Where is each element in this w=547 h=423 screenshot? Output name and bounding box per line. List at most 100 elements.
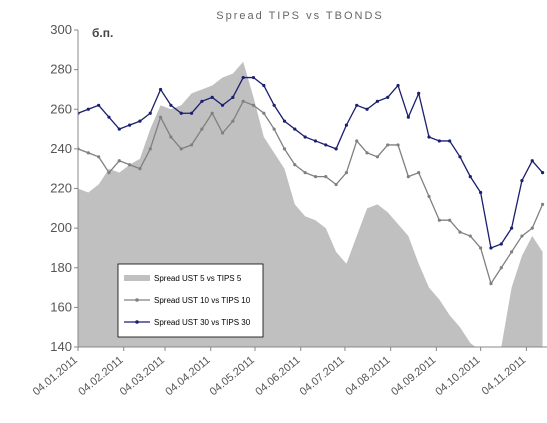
marker [396,83,400,88]
marker [97,103,101,107]
marker [427,194,431,199]
marker [468,234,472,238]
marker [262,83,266,88]
marker [489,282,493,286]
marker [448,218,452,222]
x-tick-label: 04.05.2011 [208,354,257,398]
marker [406,175,410,179]
marker [468,175,472,179]
marker [344,171,349,175]
marker [375,99,379,103]
marker [169,103,173,107]
y-tick-label: 300 [50,22,72,37]
marker [189,111,194,115]
marker [365,151,369,155]
marker [520,178,524,183]
marker [231,95,235,99]
legend-marker [135,298,139,302]
marker [148,147,152,151]
marker [138,167,142,171]
marker [128,123,132,127]
y-tick-label: 220 [50,181,72,196]
marker [313,139,318,143]
marker [355,139,359,143]
marker [499,266,503,270]
marker [272,127,276,131]
y-tick-label: 260 [50,101,72,116]
marker [489,246,493,250]
marker [97,155,101,159]
x-tick-label: 04.01.2011 [31,354,80,398]
marker [334,147,338,151]
marker [117,127,121,131]
marker [448,139,452,143]
marker [313,175,318,179]
marker [334,182,338,187]
marker [530,159,534,163]
x-tick-label: 04.06.2011 [253,354,302,398]
marker [251,75,256,80]
marker [417,91,421,95]
marker [210,111,214,115]
x-tick-label: 04.07.2011 [298,354,347,398]
x-tick-label: 04.03.2011 [118,354,167,398]
marker [210,95,214,99]
y-tick-label: 180 [50,260,72,275]
marker [540,171,545,175]
marker [241,75,245,80]
marker [179,147,183,151]
marker [282,147,287,151]
marker [158,115,163,119]
marker [365,107,369,111]
marker [169,135,173,139]
marker [417,171,421,175]
marker [427,135,431,139]
marker [272,103,276,107]
legend-label: Spread UST 10 vs TIPS 10 [154,296,251,305]
marker [128,163,132,167]
marker [437,218,441,222]
y-tick-label: 160 [50,299,72,314]
x-tick-label: 04.10.2011 [433,354,482,398]
marker [458,230,462,234]
marker [138,119,142,123]
x-tick-label: 04.11.2011 [480,354,529,398]
line [78,76,544,249]
marker [437,139,441,143]
marker [220,103,225,107]
marker [540,202,545,206]
marker [262,111,266,115]
marker [117,159,121,163]
marker [220,131,225,135]
marker [324,175,328,179]
y-tick-label: 200 [50,220,72,235]
marker [200,99,204,103]
marker [406,115,410,119]
legend-label: Spread UST 30 vs TIPS 30 [154,318,251,327]
marker [189,143,194,147]
legend-marker [135,320,139,324]
marker [386,95,390,99]
marker [520,234,524,238]
marker [530,226,534,230]
marker [396,143,400,147]
marker [324,143,328,147]
marker [293,127,297,131]
marker [251,103,256,107]
x-tick-label: 04.09.2011 [389,354,438,398]
marker [479,190,483,195]
x-tick-label: 04.08.2011 [343,354,392,398]
y-tick-label: 280 [50,62,72,77]
marker [107,171,111,175]
line [78,100,544,286]
x-tick-label: 04.02.2011 [76,354,125,398]
legend-label: Spread UST 5 vs TIPS 5 [154,274,242,283]
y-axis-label: б.п. [92,26,113,40]
marker [303,135,307,139]
chart-title: Spread TIPS vs TBONDS [216,10,384,22]
marker [293,163,297,167]
marker [200,127,204,131]
marker [499,242,503,246]
marker [179,111,183,115]
